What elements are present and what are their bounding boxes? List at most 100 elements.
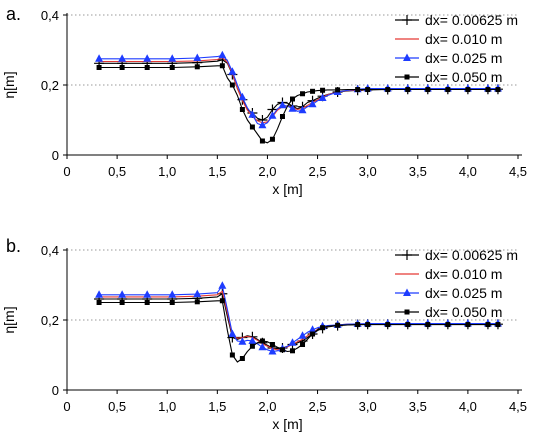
x-tick-label: 1,0 [158, 399, 176, 414]
legend-marker [404, 309, 410, 315]
series-point [300, 91, 306, 97]
series-point [238, 337, 247, 345]
legend-entry: dx= 0.010 m [425, 31, 502, 47]
x-tick-label: 1,0 [158, 164, 176, 179]
legend-entry: dx= 0.00625 m [425, 247, 518, 263]
series-point [268, 347, 277, 355]
x-tick-label: 3,0 [359, 399, 377, 414]
legend-marker [404, 74, 410, 80]
series-point [405, 322, 411, 328]
series-point [278, 100, 287, 109]
series-point [355, 322, 361, 328]
series-point [96, 300, 102, 305]
series-point [194, 64, 200, 70]
series-point [258, 120, 267, 129]
x-axis-label: x [m] [272, 416, 302, 432]
series-3 [96, 63, 501, 144]
series-point [219, 298, 225, 304]
series-point [118, 54, 127, 62]
x-tick-label: 3,5 [409, 164, 427, 179]
series-point [249, 124, 255, 130]
series-point [290, 96, 295, 102]
x-tick-label: 3,5 [409, 399, 427, 414]
x-tick-label: 4,5 [509, 399, 527, 414]
series-point [168, 54, 177, 62]
series-point [259, 138, 265, 144]
panel-label: a. [6, 4, 21, 24]
series-point [425, 87, 431, 93]
legend: dx= 0.00625 m dx= 0.010 m dx= 0.025 m dx= 0… [395, 247, 518, 320]
series-point [143, 54, 152, 62]
series-point [288, 338, 297, 346]
legend: dx= 0.00625 m dx= 0.010 m dx= 0.025 m dx= 0… [395, 12, 518, 85]
x-tick-label: 2,0 [258, 399, 276, 414]
x-tick-label: 0,5 [108, 164, 126, 179]
y-tick-label: 0,4 [41, 8, 59, 23]
series-point [144, 65, 150, 70]
series-point [169, 300, 175, 305]
legend-entry: dx= 0.050 m [425, 304, 502, 320]
x-tick-label: 3,0 [359, 164, 377, 179]
series-point [385, 87, 391, 93]
series-point [269, 342, 275, 347]
chart-panel-a: 0 0,5 1,0 1,5 2,0 2,5 3,0 3,5 4,0 4,5 0 0,2 0,4 x [m]… [1, 4, 527, 197]
legend-entry: dx= 0.025 m [425, 50, 502, 66]
series-point [119, 300, 125, 305]
x-axis-label: x [m] [272, 181, 302, 197]
series-point [290, 348, 295, 354]
y-tick-label: 0 [52, 148, 59, 163]
series-point [239, 107, 245, 112]
series-point [335, 87, 341, 93]
series-point [144, 300, 150, 305]
y-axis-label: η[m] [1, 306, 17, 333]
series-point [495, 322, 501, 328]
x-tick-label: 0 [63, 164, 70, 179]
series-point [169, 65, 175, 70]
x-tick-label: 0 [63, 399, 70, 414]
legend-marker [402, 250, 412, 260]
x-tick-label: 2,5 [309, 399, 327, 414]
legend-marker [403, 288, 411, 296]
series-point [248, 110, 257, 118]
legend-entry: dx= 0.050 m [425, 69, 502, 85]
series-point [119, 65, 125, 70]
series-point [239, 356, 245, 361]
series-point [320, 87, 326, 93]
series-point [96, 65, 102, 70]
series-point [300, 342, 306, 347]
x-tick-label: 0,5 [108, 399, 126, 414]
series-point [95, 290, 104, 298]
series-point [335, 322, 341, 328]
series-point [485, 322, 491, 328]
panel-label: b. [6, 236, 21, 256]
series-point [310, 331, 316, 337]
series-3 [96, 298, 501, 363]
series-point [229, 82, 235, 88]
series-point [485, 87, 491, 93]
y-tick-label: 0,2 [41, 313, 59, 328]
series-point [310, 88, 316, 94]
series-point [288, 104, 297, 112]
series-line [99, 300, 498, 363]
series-point [308, 325, 317, 333]
series-point [268, 111, 277, 119]
series-point [405, 87, 411, 93]
series-point [228, 329, 237, 337]
x-tick-label: 1,5 [208, 399, 226, 414]
series-point [143, 290, 152, 298]
chart-panel-b: 0 0,5 1,0 1,5 2,0 2,5 3,0 3,5 4,0 4,5 0 0,2 0,4 x [m]… [1, 236, 527, 432]
series-point [95, 54, 104, 62]
series-point [229, 352, 235, 358]
series-point [445, 322, 451, 328]
series-point [318, 93, 327, 101]
series-point [320, 325, 326, 331]
x-tick-label: 4,5 [509, 164, 527, 179]
series-point [279, 114, 285, 119]
y-axis-label: η[m] [1, 71, 17, 98]
series-point [385, 322, 391, 328]
y-tick-label: 0,4 [41, 243, 59, 258]
series-point [465, 87, 471, 93]
series-point [194, 299, 200, 305]
series-point [279, 347, 285, 353]
